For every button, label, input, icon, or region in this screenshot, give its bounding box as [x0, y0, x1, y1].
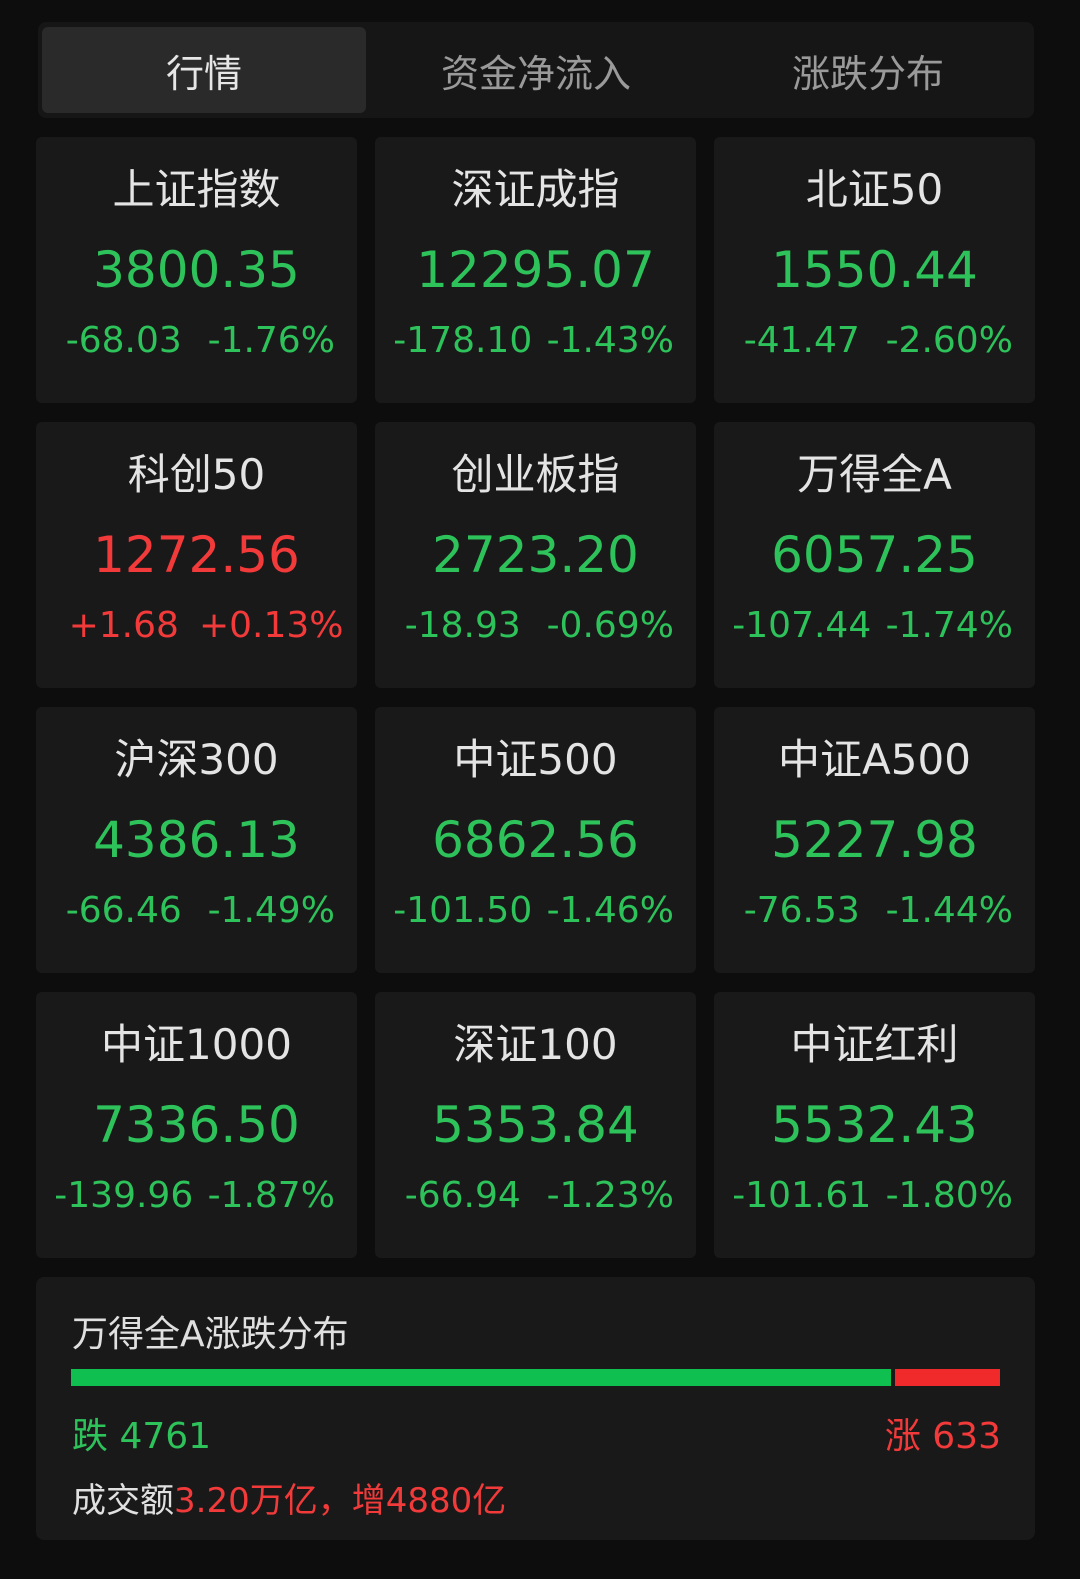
index-changes: -178.10 -1.43%: [375, 319, 696, 363]
index-card[interactable]: 中证1000 7336.50 -139.96 -1.87%: [36, 992, 357, 1258]
index-changes: -68.03 -1.76%: [36, 319, 357, 363]
index-name: 中证500: [453, 735, 618, 784]
index-changes: -101.61 -1.80%: [714, 1174, 1035, 1218]
tab-market[interactable]: 行情: [42, 27, 366, 113]
tab-bar: 行情 资金净流入 涨跌分布: [38, 22, 1034, 118]
index-change: -178.10: [393, 320, 533, 361]
index-change: -101.61: [732, 1175, 872, 1216]
index-name: 中证红利: [790, 1020, 959, 1069]
index-change-pct: -1.43%: [546, 320, 674, 361]
turnover: 成交额3.20万亿，增4880亿: [72, 1473, 506, 1522]
index-card[interactable]: 上证指数 3800.35 -68.03 -1.76%: [36, 137, 357, 403]
index-card[interactable]: 科创50 1272.56 +1.68 +0.13%: [36, 422, 357, 688]
fall-count: 跌 4761: [72, 1416, 212, 1457]
index-changes: -107.44 -1.74%: [714, 604, 1035, 648]
index-value: 1272.56: [93, 526, 300, 584]
index-change: -76.53: [743, 890, 860, 931]
distribution-panel[interactable]: 万得全A涨跌分布 跌 4761 涨 633 成交额3.20万亿，增4880亿: [36, 1277, 1035, 1540]
index-value: 2723.20: [432, 526, 639, 584]
index-value: 6862.56: [432, 811, 639, 869]
index-changes: -101.50 -1.46%: [375, 889, 696, 933]
turnover-change: 增4880亿: [351, 1481, 507, 1521]
index-card[interactable]: 万得全A 6057.25 -107.44 -1.74%: [714, 422, 1035, 688]
index-change: -107.44: [732, 605, 872, 646]
index-changes: -66.94 -1.23%: [375, 1174, 696, 1218]
index-change: -66.46: [65, 890, 182, 931]
index-changes: -66.46 -1.49%: [36, 889, 357, 933]
index-value: 5353.84: [432, 1096, 639, 1154]
index-change-pct: -0.69%: [546, 605, 674, 646]
index-name: 中证A500: [778, 735, 971, 784]
index-card[interactable]: 深证成指 12295.07 -178.10 -1.43%: [375, 137, 696, 403]
index-change: -101.50: [393, 890, 533, 931]
index-changes: -18.93 -0.69%: [375, 604, 696, 648]
index-card[interactable]: 北证50 1550.44 -41.47 -2.60%: [714, 137, 1035, 403]
index-changes: -139.96 -1.87%: [36, 1174, 357, 1218]
index-change: -66.94: [404, 1175, 521, 1216]
index-change-pct: -1.80%: [885, 1175, 1013, 1216]
index-change: +1.68: [68, 605, 179, 646]
index-value: 3800.35: [93, 241, 300, 299]
index-name: 深证100: [453, 1020, 618, 1069]
index-value: 6057.25: [771, 526, 978, 584]
index-change-pct: +0.13%: [198, 605, 344, 646]
index-name: 上证指数: [112, 165, 281, 214]
index-changes: -41.47 -2.60%: [714, 319, 1035, 363]
index-change-pct: -1.74%: [885, 605, 1013, 646]
tab-net-inflow[interactable]: 资金净流入: [440, 51, 631, 96]
index-name: 中证1000: [101, 1020, 292, 1069]
rise-count: 涨 633: [884, 1416, 1001, 1457]
index-card[interactable]: 创业板指 2723.20 -18.93 -0.69%: [375, 422, 696, 688]
index-card[interactable]: 中证A500 5227.98 -76.53 -1.44%: [714, 707, 1035, 973]
index-change: -41.47: [743, 320, 860, 361]
index-value: 4386.13: [93, 811, 300, 869]
index-value: 1550.44: [771, 241, 978, 299]
index-value: 5532.43: [771, 1096, 978, 1154]
index-name: 创业板指: [451, 450, 620, 499]
index-change-pct: -1.46%: [546, 890, 674, 931]
index-name: 深证成指: [451, 165, 620, 214]
index-change-pct: -1.44%: [885, 890, 1013, 931]
index-name: 科创50: [127, 450, 266, 499]
rise-bar: [894, 1369, 1000, 1386]
index-name: 万得全A: [797, 450, 952, 499]
index-card[interactable]: 沪深300 4386.13 -66.46 -1.49%: [36, 707, 357, 973]
distribution-bar: [71, 1369, 1000, 1386]
index-card[interactable]: 中证红利 5532.43 -101.61 -1.80%: [714, 992, 1035, 1258]
turnover-label: 成交额: [72, 1481, 174, 1521]
index-grid: 上证指数 3800.35 -68.03 -1.76% 深证成指 12295.07 -…: [36, 137, 1035, 1258]
index-change: -18.93: [404, 605, 521, 646]
index-change-pct: -1.87%: [207, 1175, 335, 1216]
tab-distribution[interactable]: 涨跌分布: [791, 51, 944, 96]
fall-bar: [71, 1369, 891, 1386]
index-change-pct: -1.49%: [207, 890, 335, 931]
index-card[interactable]: 中证500 6862.56 -101.50 -1.46%: [375, 707, 696, 973]
index-value: 12295.07: [416, 241, 655, 299]
index-change-pct: -1.23%: [546, 1175, 674, 1216]
turnover-value: 3.20万亿，: [174, 1481, 352, 1521]
index-name: 北证50: [805, 165, 944, 214]
index-change: -139.96: [54, 1175, 194, 1216]
index-card[interactable]: 深证100 5353.84 -66.94 -1.23%: [375, 992, 696, 1258]
index-value: 5227.98: [771, 811, 978, 869]
index-change-pct: -2.60%: [885, 320, 1013, 361]
distribution-title: 万得全A涨跌分布: [72, 1314, 349, 1355]
index-value: 7336.50: [93, 1096, 300, 1154]
index-changes: +1.68 +0.13%: [36, 604, 357, 648]
index-name: 沪深300: [114, 735, 279, 784]
index-change-pct: -1.76%: [207, 320, 335, 361]
index-changes: -76.53 -1.44%: [714, 889, 1035, 933]
index-change: -68.03: [65, 320, 182, 361]
